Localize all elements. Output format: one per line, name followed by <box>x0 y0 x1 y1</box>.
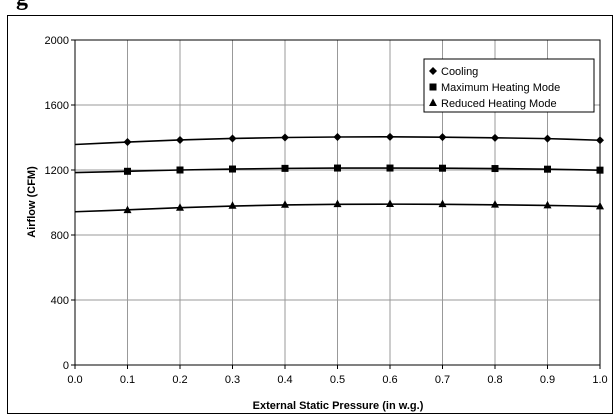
data-point-diamond <box>596 136 604 145</box>
data-point-triangle <box>491 200 499 208</box>
data-point-triangle <box>386 199 394 207</box>
data-point-diamond <box>386 132 394 141</box>
y-tick-label: 0 <box>63 360 69 372</box>
data-point-diamond <box>491 133 499 142</box>
data-point-triangle <box>438 199 447 208</box>
data-point-triangle <box>228 201 237 209</box>
data-point-diamond <box>438 133 447 142</box>
data-point-triangle <box>176 203 184 211</box>
y-tick-label: 1600 <box>45 100 69 112</box>
data-point-square <box>124 167 131 175</box>
data-point-triangle <box>123 205 132 214</box>
data-point-diamond <box>123 138 132 147</box>
y-tick-label: 800 <box>51 230 69 242</box>
y-tick-label: 2000 <box>45 35 69 47</box>
data-point-diamond <box>543 134 552 143</box>
y-axis-title: Airflow (CFM) <box>26 166 38 238</box>
legend-box <box>423 58 595 113</box>
data-point-triangle <box>281 200 289 208</box>
x-tick-label: 0.7 <box>435 374 450 386</box>
x-tick-label: 0.9 <box>540 374 555 386</box>
data-point-diamond <box>333 133 342 142</box>
data-point-diamond <box>176 135 184 144</box>
series-diamond <box>74 132 604 147</box>
series-square <box>74 164 604 175</box>
x-tick-label: 0.6 <box>382 374 397 386</box>
legend-label: Maximum Heating Mode <box>441 82 560 94</box>
data-point-square <box>544 165 551 173</box>
data-point-square <box>491 165 499 173</box>
x-tick-label: 0.8 <box>487 374 502 386</box>
y-tick-label: 1200 <box>45 165 69 177</box>
legend-label: Reduced Heating Mode <box>441 98 557 110</box>
data-point-square <box>596 166 604 174</box>
data-point-triangle <box>333 199 342 208</box>
legend-marker-diamond <box>429 67 437 75</box>
legend-label: Cooling <box>441 66 478 78</box>
x-tick-label: 0.0 <box>67 374 82 386</box>
legend-marker-square <box>429 83 437 91</box>
data-point-square <box>229 165 236 173</box>
legend-marker-triangle <box>429 98 437 106</box>
y-tick-label: 400 <box>51 295 69 307</box>
data-point-diamond <box>281 133 289 142</box>
data-point-square <box>334 164 341 172</box>
x-tick-label: 0.4 <box>277 374 292 386</box>
x-tick-label: 0.1 <box>120 374 135 386</box>
x-tick-label: 0.3 <box>225 374 240 386</box>
x-tick-label: 1.0 <box>592 374 607 386</box>
series-triangle <box>74 199 604 214</box>
x-tick-label: 0.2 <box>172 374 187 386</box>
data-point-triangle <box>543 200 552 209</box>
x-tick-label: 0.5 <box>330 374 345 386</box>
y-tick-labels: 0 400 800 1200 1600 2000 <box>45 35 69 372</box>
data-point-triangle <box>596 201 604 210</box>
data-point-diamond <box>228 134 237 143</box>
series <box>74 132 604 214</box>
data-point-square <box>281 164 289 172</box>
legend: Cooling Maximum Heating Mode Reduced Heati… <box>423 58 595 113</box>
x-axis-title: External Static Pressure (in w.g.) <box>253 400 424 412</box>
data-point-square <box>176 166 184 174</box>
data-point-square <box>439 164 446 172</box>
x-tick-labels: 0.0 0.1 0.2 0.3 0.4 0.5 0.6 0.7 0.8 0.9 1.0 <box>67 374 607 386</box>
title-fragment: g <box>16 0 28 12</box>
chart-frame <box>7 15 613 414</box>
data-point-square <box>386 164 394 172</box>
